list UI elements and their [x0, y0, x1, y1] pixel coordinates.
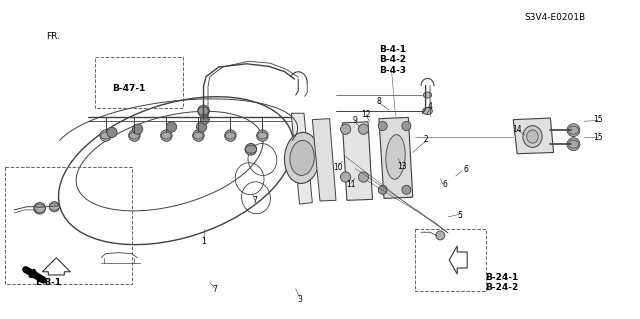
Text: 5: 5 — [457, 211, 462, 220]
Text: 3: 3 — [297, 295, 302, 304]
Circle shape — [567, 138, 580, 151]
Text: S3V4-E0201B: S3V4-E0201B — [525, 13, 586, 22]
Circle shape — [49, 202, 60, 212]
Text: FR.: FR. — [46, 32, 60, 41]
Text: 10: 10 — [333, 163, 343, 172]
Circle shape — [567, 124, 580, 137]
Text: 2: 2 — [423, 135, 428, 144]
Circle shape — [378, 122, 387, 130]
Text: B-24-1
B-24-2: B-24-1 B-24-2 — [485, 273, 518, 292]
Text: 12: 12 — [362, 110, 371, 119]
Bar — [415, 229, 486, 291]
Text: 13: 13 — [397, 162, 407, 171]
Circle shape — [257, 130, 268, 141]
Text: 15: 15 — [593, 133, 604, 142]
Polygon shape — [513, 118, 554, 154]
Circle shape — [436, 231, 445, 240]
Text: 6: 6 — [463, 165, 468, 174]
Circle shape — [196, 122, 207, 132]
Circle shape — [402, 185, 411, 194]
Circle shape — [225, 130, 236, 141]
Ellipse shape — [290, 140, 314, 175]
Ellipse shape — [386, 135, 405, 179]
Text: 8: 8 — [376, 97, 381, 106]
Circle shape — [107, 127, 117, 137]
Circle shape — [245, 144, 257, 155]
Circle shape — [100, 130, 111, 141]
Circle shape — [193, 130, 204, 141]
Text: 1: 1 — [201, 237, 206, 246]
Polygon shape — [449, 246, 467, 274]
Circle shape — [340, 124, 351, 134]
Ellipse shape — [423, 108, 433, 115]
Bar — [95, 57, 183, 108]
Polygon shape — [42, 258, 70, 275]
Circle shape — [358, 172, 369, 182]
Text: E-8-1: E-8-1 — [35, 278, 61, 287]
Text: 9: 9 — [353, 116, 358, 125]
Text: 4: 4 — [428, 102, 433, 111]
Polygon shape — [312, 119, 336, 201]
Circle shape — [34, 203, 45, 214]
Circle shape — [358, 124, 369, 134]
Bar — [5, 167, 132, 284]
Ellipse shape — [424, 92, 432, 98]
Ellipse shape — [527, 130, 538, 143]
Text: 15: 15 — [593, 115, 604, 124]
Circle shape — [129, 130, 140, 141]
Circle shape — [166, 122, 177, 132]
Circle shape — [198, 105, 209, 117]
Circle shape — [340, 172, 351, 182]
Polygon shape — [291, 113, 312, 204]
Circle shape — [132, 124, 143, 134]
Text: 7: 7 — [212, 285, 217, 294]
Circle shape — [161, 130, 172, 141]
Text: 7: 7 — [252, 196, 257, 205]
Ellipse shape — [523, 126, 542, 147]
Text: B-47-1: B-47-1 — [112, 84, 145, 93]
Ellipse shape — [284, 132, 320, 183]
Text: 6: 6 — [442, 180, 447, 189]
Polygon shape — [342, 122, 372, 200]
Polygon shape — [379, 117, 413, 198]
Circle shape — [402, 122, 411, 130]
Text: 11: 11 — [346, 180, 355, 189]
Text: B-4-1
B-4-2
B-4-3: B-4-1 B-4-2 B-4-3 — [379, 45, 406, 75]
Text: 14: 14 — [512, 125, 522, 134]
Circle shape — [200, 115, 209, 124]
Circle shape — [378, 185, 387, 194]
